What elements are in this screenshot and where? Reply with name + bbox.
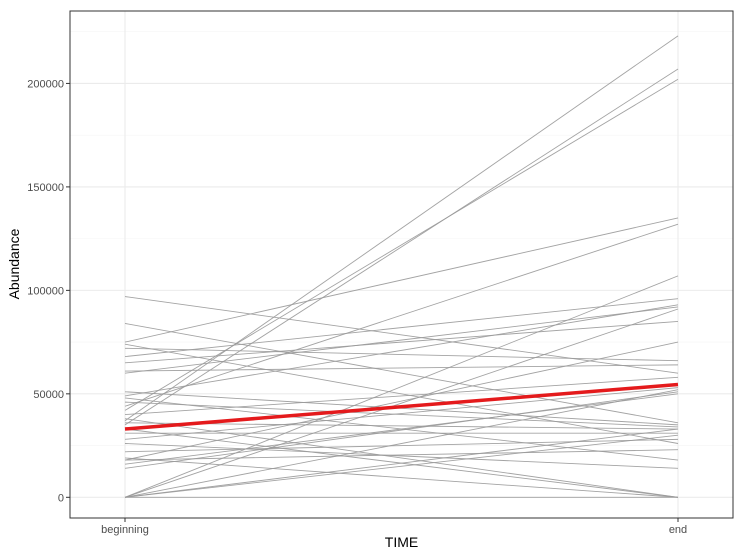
series-line (124, 401, 679, 428)
series-line (124, 449, 679, 461)
y-tick-label: 100000 (27, 285, 64, 297)
series-line (124, 275, 679, 498)
y-axis-title: Abundance (6, 228, 22, 299)
panel-border (69, 10, 734, 519)
series-line (124, 320, 679, 364)
x-axis-title: TIME (385, 534, 418, 550)
series-line (124, 434, 679, 498)
y-axis: 0 50000 100000 150000 200000 (27, 78, 70, 504)
series-line (124, 323, 679, 424)
series-line (124, 428, 679, 498)
series-line (124, 422, 679, 430)
series-line (124, 308, 679, 498)
series-line (124, 343, 679, 444)
series-line (124, 389, 679, 498)
x-axis: beginning end (101, 518, 687, 536)
y-tick-label: 50000 (33, 389, 64, 401)
series-line (124, 298, 679, 358)
series-line (124, 217, 679, 343)
series-line (124, 387, 679, 440)
series-line (124, 304, 679, 397)
series-line (124, 443, 679, 469)
series-line (124, 306, 679, 374)
series-line (124, 391, 679, 469)
series-lines (124, 35, 679, 498)
series-line (124, 347, 679, 362)
series-line (124, 78, 679, 411)
mean-line (124, 382, 679, 431)
y-tick-label: 0 (58, 492, 64, 504)
series-line (124, 438, 679, 453)
y-tick-label: 200000 (27, 78, 64, 90)
y-tick-label: 150000 (27, 182, 64, 194)
series-line (124, 418, 679, 498)
x-tick-label: beginning (101, 524, 149, 536)
series-line (124, 35, 679, 422)
series-line (124, 296, 679, 374)
x-tick-label: end (669, 524, 687, 536)
series-line (124, 68, 679, 426)
series-line (124, 223, 679, 407)
series-line (124, 364, 679, 372)
mean-line-group (124, 382, 679, 431)
series-line (124, 457, 679, 498)
series-line (124, 397, 679, 461)
